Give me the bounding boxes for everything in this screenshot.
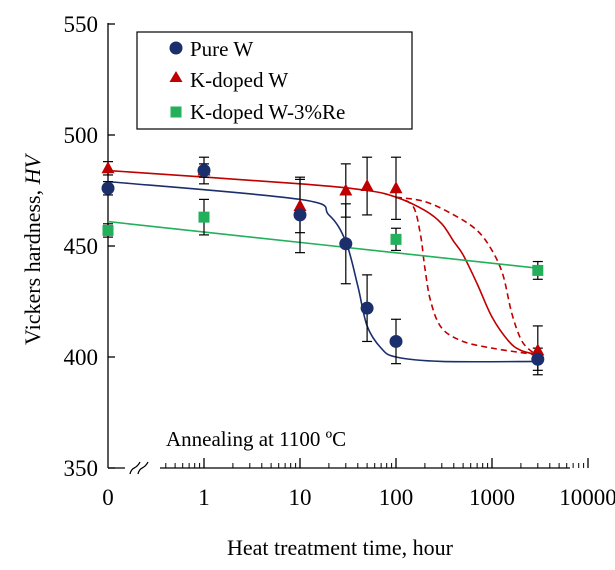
x-tick-label: 100 (379, 485, 414, 510)
y-tick-label: 450 (64, 234, 99, 259)
point-k-doped-w (339, 183, 353, 196)
x-tick-label: 10 (289, 485, 312, 510)
y-tick-label: 350 (64, 456, 99, 481)
legend: Pure W K-doped W K-doped W-3%Re (136, 31, 413, 130)
axis-break-marker (129, 461, 149, 475)
point-pure-w (531, 352, 545, 366)
annealing-annotation: Annealing at 1100 ºC (166, 427, 346, 451)
point-pure-w (360, 301, 374, 315)
point-k-doped-w-re (102, 224, 114, 236)
x-tick-label: 0 (102, 485, 114, 510)
fit-curve-series-0 (107, 180, 538, 363)
y-ticks: 350 400 450 500 550 (64, 12, 115, 481)
y-axis-label: Vickers hardness, HV (20, 152, 45, 344)
fit-curve-dashed-upper (395, 196, 539, 356)
fit-curve-series-1 (107, 169, 539, 356)
error-bars (103, 156, 543, 376)
x-tick-label: 1000 (469, 485, 515, 510)
legend-box (136, 31, 413, 130)
point-pure-w (293, 208, 307, 222)
point-k-doped-w-re (390, 233, 402, 245)
fit-curves (107, 169, 539, 363)
fit-curve-series-2 (107, 220, 538, 269)
fit-curve-dashed-lower (395, 196, 538, 356)
legend-label-pure-w: Pure W (190, 37, 253, 61)
x-tick-label: 10000 (559, 485, 615, 510)
legend-marker-k-doped-w (169, 71, 183, 82)
y-tick-label: 500 (64, 123, 99, 148)
y-axis-label-symbol: HV (20, 152, 45, 185)
x-tick-label: 1 (198, 485, 210, 510)
point-pure-w (389, 334, 403, 348)
legend-marker-pure-w (169, 41, 183, 55)
point-pure-w (339, 237, 353, 251)
point-k-doped-w-re (532, 264, 544, 276)
y-axis-label-text: Vickers hardness, (20, 190, 45, 345)
point-k-doped-w (531, 343, 545, 356)
point-k-doped-w (389, 181, 403, 194)
y-tick-label: 400 (64, 345, 99, 370)
point-k-doped-w-re (198, 211, 210, 223)
x-axis-label: Heat treatment time, hour (227, 535, 454, 560)
y-tick-label: 550 (64, 12, 99, 37)
data-markers (101, 161, 545, 366)
point-pure-w (101, 181, 115, 195)
legend-marker-k-doped-w-re (170, 106, 182, 118)
point-k-doped-w (293, 199, 307, 212)
x-ticks: 0 1 10 100 1000 10000 (102, 458, 615, 510)
point-k-doped-w (101, 161, 115, 174)
point-k-doped-w (360, 179, 374, 192)
legend-label-k-doped-w: K-doped W (190, 68, 288, 92)
point-pure-w (197, 164, 211, 178)
legend-label-k-doped-w-re: K-doped W-3%Re (190, 100, 345, 124)
